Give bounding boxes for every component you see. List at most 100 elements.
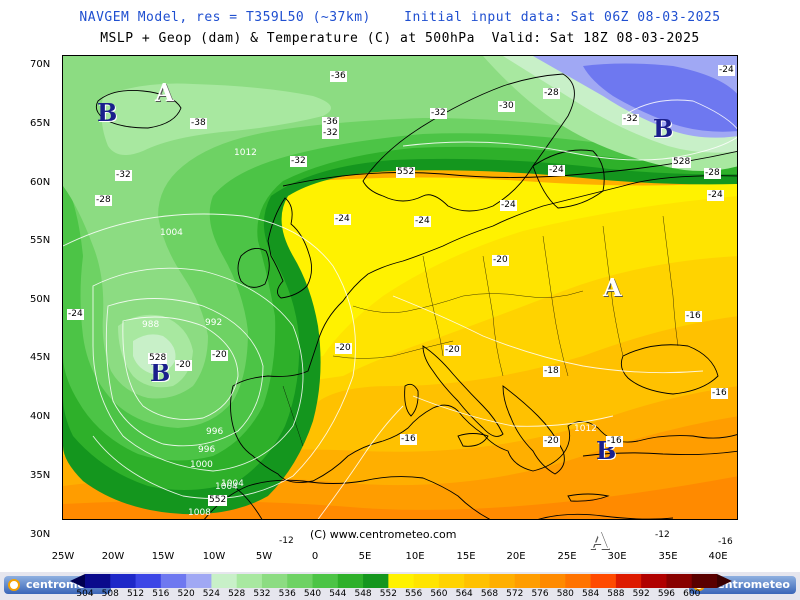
lat-label: 35N <box>30 470 51 481</box>
colorbar-swatch <box>413 574 440 588</box>
lat-label: 60N <box>30 177 51 188</box>
colorbar-value-label: 576 <box>531 589 549 599</box>
temperature-label: -32 <box>290 156 307 167</box>
temperature-label: -24 <box>707 190 724 201</box>
lon-label: 25W <box>51 551 75 562</box>
colorbar-value-label: 528 <box>228 589 246 599</box>
isobars <box>63 99 737 519</box>
temperature-label: -24 <box>334 214 351 225</box>
colorbar-swatch <box>160 574 187 588</box>
temperature-label: -18 <box>543 366 560 377</box>
logo-circle-icon <box>8 579 20 591</box>
colorbar-swatch <box>186 574 212 588</box>
temperature-label: -38 <box>190 118 207 129</box>
colorbar-value-label: 580 <box>556 589 574 599</box>
colorbar-swatch <box>135 574 162 588</box>
colorbar-value-label: 568 <box>480 589 499 599</box>
lon-label: 30E <box>607 551 627 562</box>
temperature-label: -30 <box>498 101 515 112</box>
weather-map[interactable] <box>62 55 738 520</box>
temperature-label: -32 <box>622 114 639 125</box>
colorbar-swatch <box>236 574 263 588</box>
field-528-north <box>101 83 331 155</box>
temperature-label: -12 <box>278 536 295 547</box>
colorbar-value-label: 508 <box>101 589 119 599</box>
colorbar-swatch <box>287 574 314 588</box>
temperature-label: -32 <box>322 128 339 139</box>
temperature-label: -16 <box>711 388 728 399</box>
colorbar-value-label: 512 <box>126 589 145 599</box>
colorbar-value-label: 504 <box>76 589 94 599</box>
isobar-label: 1004 <box>215 482 238 492</box>
colorbar-swatch <box>514 574 541 588</box>
temperature-label: -12 <box>654 530 671 541</box>
lon-label: 0 <box>311 551 319 562</box>
colorbar <box>85 574 717 588</box>
colorbar-swatch <box>312 574 339 588</box>
lon-label: 15W <box>151 551 175 562</box>
temperature-label: -32 <box>430 108 447 119</box>
temperature-label: -20 <box>543 436 560 447</box>
colorbar-left-arrow-icon <box>70 574 85 588</box>
isobar-label: 988 <box>142 320 160 330</box>
coastlines <box>95 73 737 519</box>
temperature-label: -28 <box>95 195 112 206</box>
copyright-text: (C) www.centrometeo.com <box>310 528 457 541</box>
lat-label: 55N <box>30 235 51 246</box>
colorbar-right-arrow-icon <box>717 574 732 588</box>
lon-label: 10W <box>202 551 226 562</box>
isobar-label: 1000 <box>190 460 213 470</box>
isobar-label: 1012 <box>234 148 257 158</box>
colorbar-swatch <box>691 574 717 588</box>
lon-label: 5E <box>358 551 372 562</box>
header-title-line1: NAVGEM Model, res = T359L50 (~37km) Init… <box>79 10 721 25</box>
low-pressure-marker: B <box>653 114 674 143</box>
colorbar-swatch <box>337 574 364 588</box>
colorbar-value-label: 556 <box>405 589 423 599</box>
isobar-label: 996 <box>206 427 224 437</box>
colorbar-value-label: 572 <box>506 589 524 599</box>
colorbar-value-label: 560 <box>430 589 448 599</box>
temperature-label: -36 <box>322 117 339 128</box>
colorbar-swatch <box>438 574 465 588</box>
colorbar-swatch <box>363 574 389 588</box>
lat-label: 45N <box>30 352 51 363</box>
temperature-label: -20 <box>444 345 461 356</box>
temperature-label: -20 <box>335 343 352 354</box>
geop-contour-label: 552 <box>208 495 228 506</box>
isobar-label: 1008 <box>188 508 211 518</box>
temperature-label: -20 <box>175 360 192 371</box>
lat-label: 50N <box>30 294 51 305</box>
colorbar-value-label: 524 <box>202 589 220 599</box>
temperature-label: -24 <box>67 309 84 320</box>
lat-label: 30N <box>30 529 51 540</box>
lon-label: 20W <box>101 551 125 562</box>
header-title-line2: MSLP + Geop (dam) & Temperature (C) at 5… <box>100 31 700 46</box>
colorbar-value-label: 548 <box>354 589 372 599</box>
colorbar-value-label: 564 <box>455 589 473 599</box>
lon-label: 20E <box>506 551 526 562</box>
temperature-label: -20 <box>211 350 228 361</box>
colorbar-value-label: 520 <box>177 589 195 599</box>
colorbar-value-label: 584 <box>582 589 600 599</box>
colorbar-swatch <box>615 574 642 588</box>
low-pressure-marker: B <box>97 98 118 127</box>
colorbar-swatch <box>85 574 111 588</box>
isobar-label: 996 <box>198 445 216 455</box>
borders <box>282 215 679 447</box>
colorbar-value-label: 544 <box>329 589 347 599</box>
geop-contour-label: 552 <box>396 167 416 178</box>
colorbar-swatch <box>464 574 490 588</box>
temperature-label: -20 <box>492 255 509 266</box>
lat-label: 65N <box>30 118 51 129</box>
temperature-label: -24 <box>414 216 431 227</box>
colorbar-swatch <box>211 574 238 588</box>
high-pressure-marker: A <box>590 526 609 555</box>
lat-label: 70N <box>30 59 51 70</box>
isobar-label: 992 <box>205 318 223 328</box>
temperature-label: -16 <box>606 436 623 447</box>
colorbar-value-label: 592 <box>632 589 650 599</box>
temperature-label: -16 <box>717 537 734 548</box>
temperature-label: -28 <box>543 88 560 99</box>
high-pressure-marker: A <box>155 78 174 107</box>
